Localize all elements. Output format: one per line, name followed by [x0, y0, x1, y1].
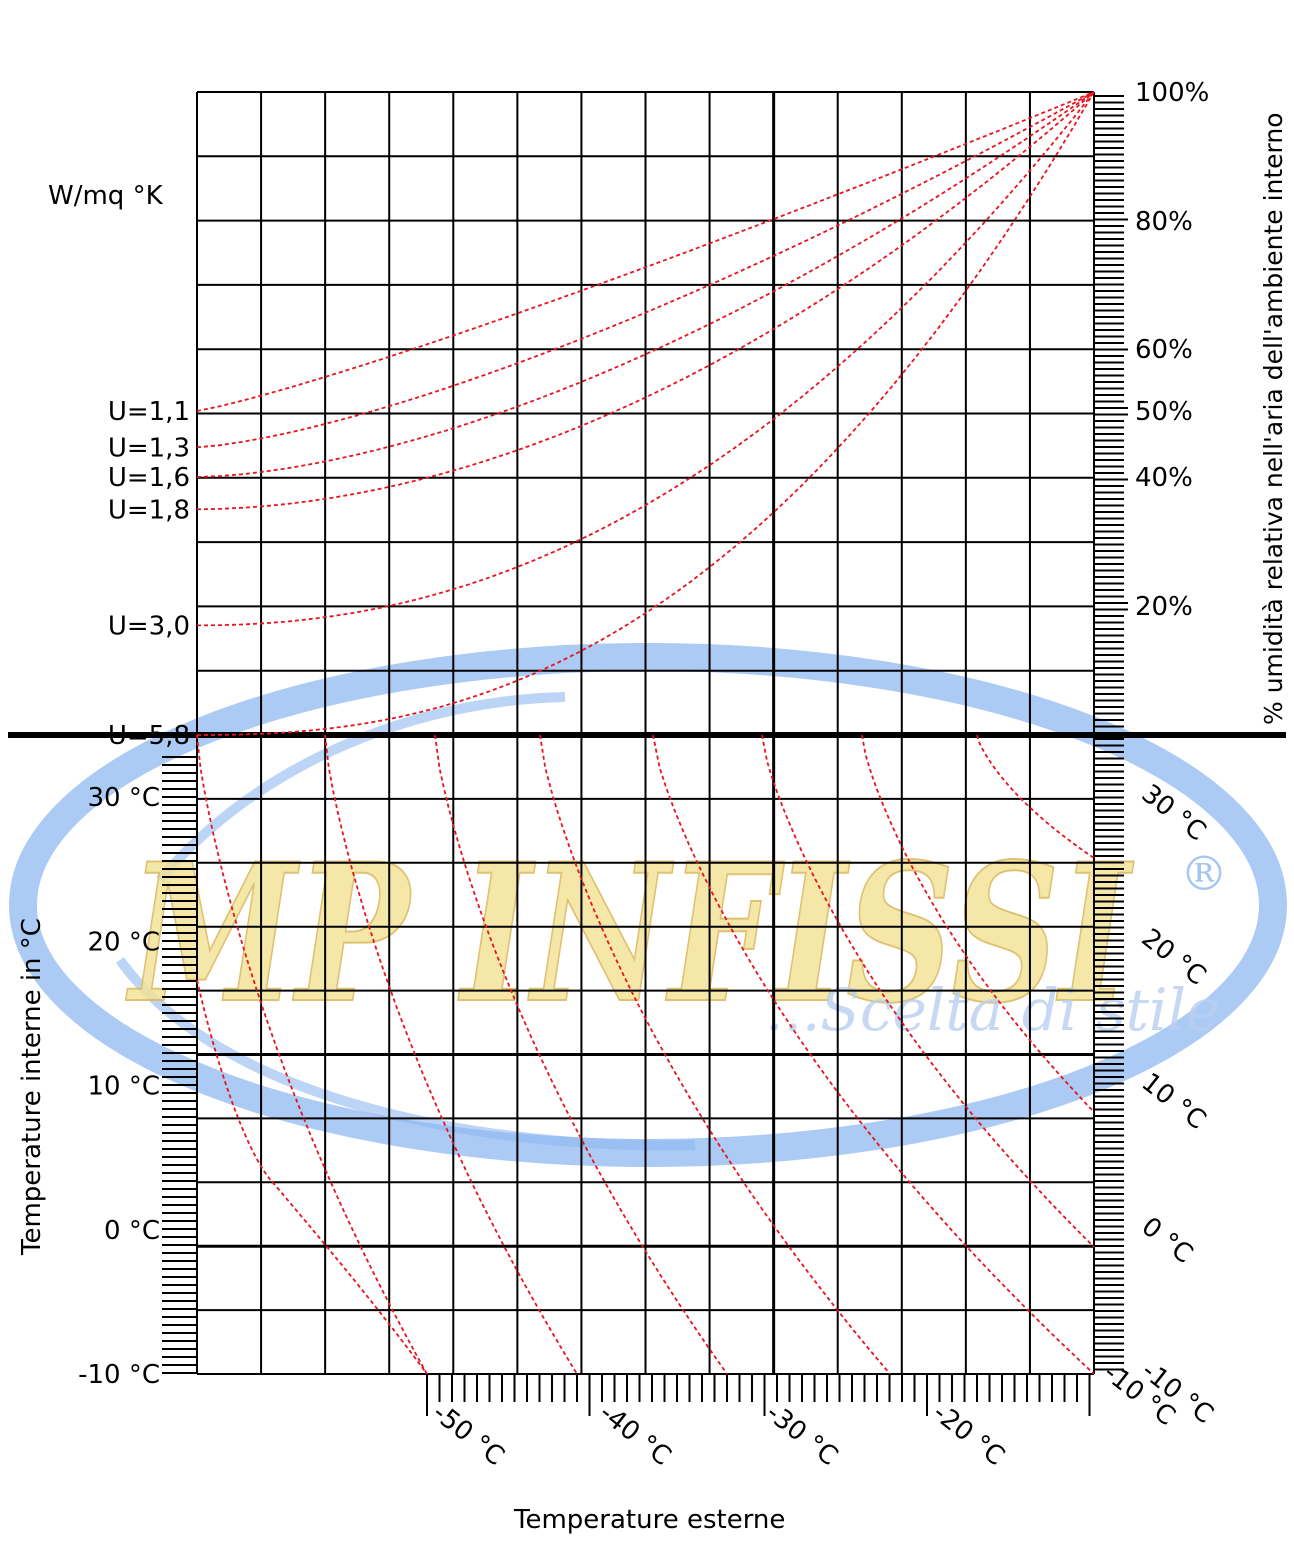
outer-temp-label: -50 °C	[427, 1398, 510, 1472]
u-curve	[196, 91, 1095, 736]
temperature-curve	[976, 734, 1095, 859]
u-curve	[196, 91, 1095, 627]
outer-temp-label: -20 °C	[927, 1398, 1010, 1472]
u-label: U=5,8	[108, 721, 190, 751]
temperature-curve	[196, 734, 428, 1375]
temperature-curve	[539, 734, 891, 1375]
inner-temp-label: 30 °C	[87, 783, 160, 813]
temperature-curve	[196, 979, 428, 1375]
u-label: U=3,0	[108, 611, 190, 641]
outer-temp-label: -30 °C	[760, 1398, 843, 1472]
chart-grid	[8, 91, 1286, 1375]
right-temp-label: 0 °C	[1136, 1212, 1199, 1270]
humidity-label: 40%	[1135, 463, 1193, 493]
u-curve	[196, 91, 1095, 511]
watermark-registered: ®	[1180, 846, 1228, 902]
u-curve	[196, 91, 1095, 449]
watermark-swoosh	[156, 692, 566, 884]
inner-temp-label: -10 °C	[78, 1360, 160, 1390]
humidity-label: 100%	[1135, 78, 1209, 108]
u-label: U=1,8	[108, 495, 190, 525]
tick-labels: U=1,1 U=1,3U=1,6U=1,8 U=3,0 U=5,8 100% 80% 60%…	[78, 78, 1219, 1472]
unit-label: W/mq °K	[48, 181, 164, 211]
inner-temp-label: 0 °C	[104, 1216, 160, 1246]
humidity-label: 60%	[1135, 335, 1193, 365]
right-axis-label: % umidità relativa nell'aria dell'ambien…	[1259, 112, 1288, 725]
watermark-ring	[9, 643, 1287, 1167]
u-curves	[196, 91, 1095, 736]
tick-marks	[162, 95, 1128, 1416]
humidity-label: 80%	[1135, 207, 1193, 237]
watermark-logo: MP INFISSI ® ...Scelta di stile	[9, 643, 1287, 1167]
temperature-curve	[434, 734, 728, 1375]
humidity-label: 20%	[1135, 592, 1193, 622]
u-curve	[196, 91, 1095, 478]
u-label: U=1,3	[108, 433, 190, 463]
watermark-tagline: ...Scelta di stile	[765, 976, 1220, 1044]
inner-temp-label: 10 °C	[87, 1072, 160, 1102]
temperature-curves	[196, 734, 1095, 1375]
temperature-curve	[761, 734, 1095, 1248]
u-label: U=1,6	[108, 463, 190, 493]
outer-temp-label: -40 °C	[593, 1398, 676, 1472]
u-label: U=1,1	[108, 397, 190, 427]
x-axis-label: Temperature esterne	[513, 1505, 785, 1535]
inner-temp-label: 20 °C	[87, 927, 160, 957]
right-temp-label: 10 °C	[1136, 1067, 1212, 1135]
u-curve	[196, 91, 1095, 412]
y-axis-label: Temperature interne in °C	[17, 918, 47, 1256]
temperature-curve	[861, 734, 1095, 1113]
temperature-curve	[324, 734, 578, 1375]
humidity-label: 50%	[1135, 397, 1193, 427]
